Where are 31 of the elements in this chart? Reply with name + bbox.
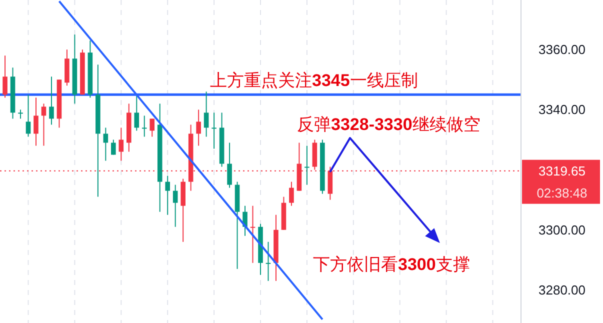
annotation: 上方重点关注3345一线压制: [210, 71, 418, 90]
candlestick: [172, 184, 178, 228]
candlestick: [165, 175, 170, 216]
candlestick: [49, 76, 54, 126]
candlestick: [41, 103, 46, 146]
candlestick: [26, 94, 31, 138]
y-tick-label: 3360.00: [538, 42, 586, 58]
text: 02:38:48: [536, 185, 588, 200]
y-tick-label: 3340.00: [538, 102, 586, 118]
candlestick: [266, 241, 271, 282]
y-tick-label: 3300.00: [538, 222, 586, 238]
candlestick: [34, 97, 38, 146]
candlestick: [111, 139, 116, 156]
candlestick: [18, 109, 23, 120]
candlestick: [196, 109, 201, 146]
candlestick: [250, 205, 256, 264]
ref-line-label: 3319.65: [538, 163, 586, 178]
candlestick: [150, 118, 155, 138]
candlestick: [134, 94, 140, 132]
candlestick: [212, 112, 216, 150]
candlestick: [204, 91, 209, 138]
annotation: 反弹3328-3330继续做空: [297, 115, 480, 134]
annotation: 下方依旧看3300支撑: [313, 255, 470, 274]
candlestick: [289, 181, 294, 206]
candlestick: [142, 115, 147, 138]
candlestick: [2, 55, 8, 98]
candlestick: [118, 127, 124, 162]
y-tick-label: 3280.00: [538, 282, 586, 298]
candlestick: [304, 145, 310, 186]
candlestick: [103, 127, 108, 162]
candlestick: [227, 142, 232, 188]
